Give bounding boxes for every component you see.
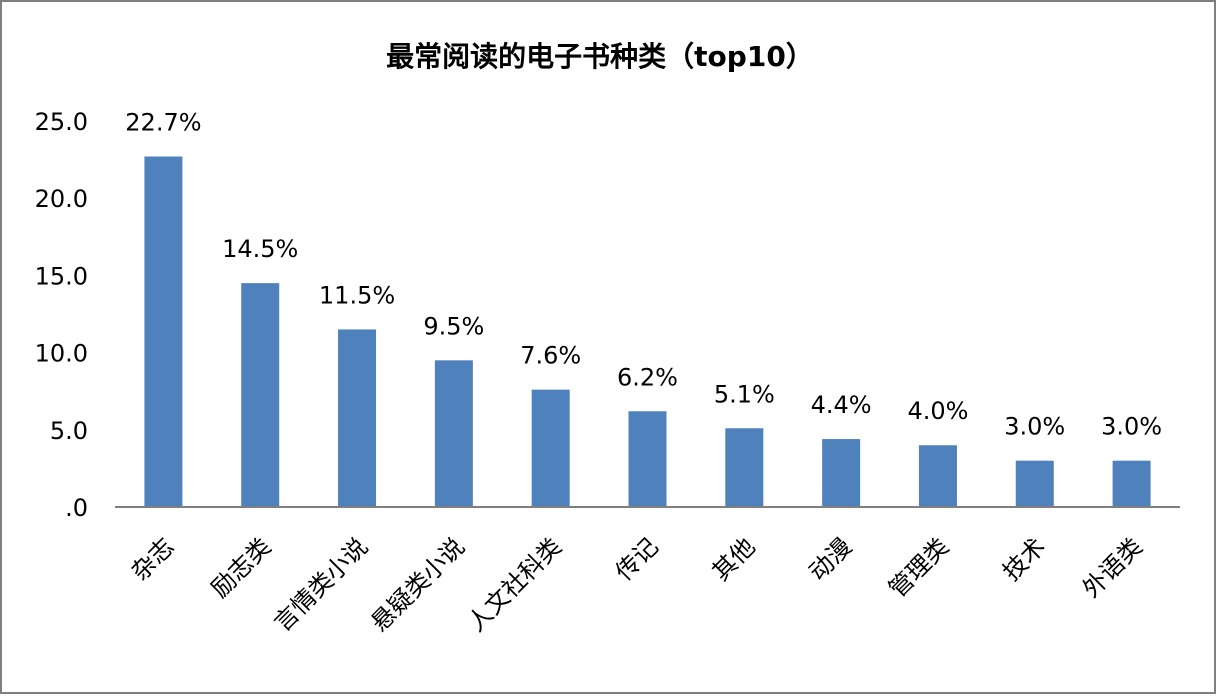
y-tick-label: 5.0 bbox=[50, 417, 88, 445]
bar bbox=[434, 360, 473, 507]
y-tick-label: 25.0 bbox=[35, 108, 88, 136]
chart-title: 最常阅读的电子书种类（top10） bbox=[386, 40, 814, 73]
bar bbox=[822, 439, 861, 507]
data-label: 6.2% bbox=[617, 363, 678, 391]
bar bbox=[725, 428, 764, 507]
bar bbox=[144, 156, 183, 507]
bar bbox=[918, 445, 957, 507]
data-label: 7.6% bbox=[520, 342, 581, 370]
bar bbox=[241, 283, 280, 507]
data-label: 9.5% bbox=[423, 312, 484, 340]
data-label: 3.0% bbox=[1101, 413, 1162, 441]
bar bbox=[338, 329, 377, 507]
data-label: 14.5% bbox=[222, 235, 298, 263]
data-label-group: 22.7% 14.5% 11.5% 9.5% 7.6% 6.2% 5.1% 4.4% 4.0% 3… bbox=[125, 109, 1162, 441]
y-tick-label: .0 bbox=[65, 494, 88, 522]
data-label: 22.7% bbox=[125, 109, 201, 137]
y-tick-label: 20.0 bbox=[35, 185, 88, 213]
bar bbox=[531, 389, 570, 507]
bar-group bbox=[144, 156, 1151, 507]
data-label: 5.1% bbox=[714, 380, 775, 408]
y-tick-label: 10.0 bbox=[35, 340, 88, 368]
data-label: 4.0% bbox=[907, 397, 968, 425]
bar bbox=[628, 411, 667, 507]
bar bbox=[1015, 460, 1054, 507]
y-axis-ticks: .0 5.0 10.0 15.0 20.0 25.0 bbox=[35, 108, 88, 522]
data-label: 4.4% bbox=[811, 391, 872, 419]
data-label: 11.5% bbox=[319, 281, 395, 309]
data-label: 3.0% bbox=[1004, 413, 1065, 441]
y-tick-label: 15.0 bbox=[35, 262, 88, 290]
bar bbox=[1112, 460, 1151, 507]
